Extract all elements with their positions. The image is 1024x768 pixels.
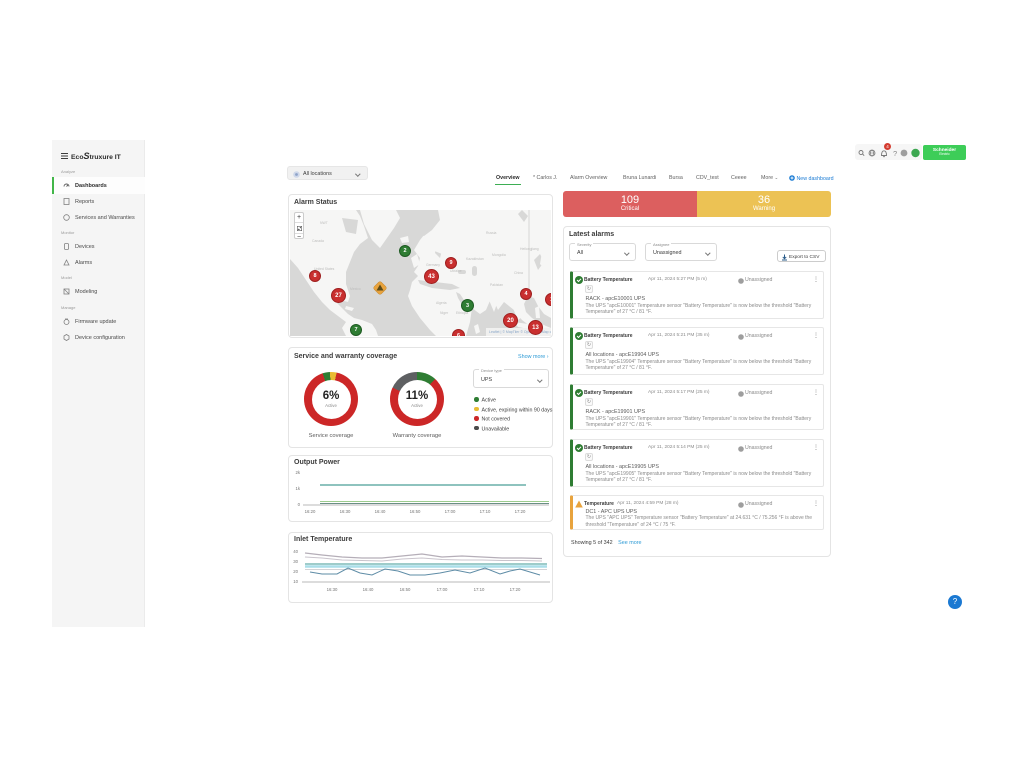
svg-text:Ethiopia: Ethiopia <box>456 311 468 315</box>
svg-text:Niger: Niger <box>440 311 449 315</box>
svg-text:Mexico: Mexico <box>350 287 361 291</box>
svg-text:Pakistan: Pakistan <box>490 283 503 287</box>
svg-text:Mongolia: Mongolia <box>492 253 506 257</box>
svg-text:Germany: Germany <box>426 263 440 267</box>
svg-text:Leaflet | © MapTiler © OpenStr: Leaflet | © MapTiler © OpenStreetMap con… <box>489 330 551 334</box>
svg-text:?: ? <box>893 149 897 158</box>
svg-text:Algeria: Algeria <box>436 301 447 305</box>
svg-text:United States: United States <box>314 267 335 271</box>
svg-text:NWT: NWT <box>320 221 328 225</box>
svg-text:China: China <box>514 271 523 275</box>
svg-text:Canada: Canada <box>312 239 324 243</box>
svg-text:Heilongjiang: Heilongjiang <box>520 247 539 251</box>
svg-text:Kazakhstan: Kazakhstan <box>466 257 484 261</box>
svg-text:Russia: Russia <box>486 231 496 235</box>
svg-text:Ukraine: Ukraine <box>450 269 462 273</box>
